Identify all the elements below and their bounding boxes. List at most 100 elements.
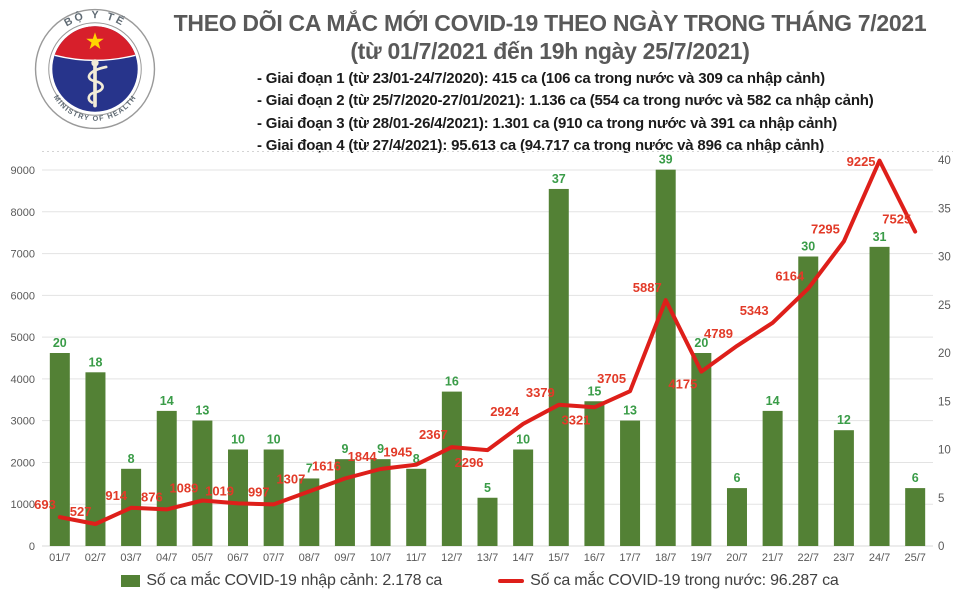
logo-star-icon	[86, 32, 104, 49]
legend-domestic-label: Số ca mắc COVID-19 trong nước: 96.287 ca	[530, 572, 839, 589]
bar-label: 9	[341, 442, 348, 456]
bar-label: 5	[484, 481, 491, 495]
x-axis-label: 07/7	[263, 552, 284, 564]
left-axis-label: 0	[29, 541, 35, 553]
x-axis-label: 15/7	[548, 552, 569, 564]
legend-bar-swatch-icon	[121, 575, 141, 587]
left-axis-label: 2000	[11, 457, 35, 469]
bar-label: 31	[873, 230, 887, 244]
bar-label: 18	[89, 355, 103, 369]
line-label: 527	[70, 504, 92, 519]
x-axis-label: 02/7	[85, 552, 106, 564]
bar-label: 13	[195, 404, 209, 418]
right-axis-label: 35	[938, 203, 951, 215]
left-axis-label: 3000	[11, 416, 35, 428]
left-axis-label: 6000	[11, 290, 35, 302]
line-label: 6164	[775, 268, 805, 283]
bar-label: 37	[552, 172, 566, 186]
right-axis-label: 40	[938, 155, 951, 167]
ministry-of-health-emblem-icon: BỘ Y TẾ MINISTRY OF HEALTH	[34, 8, 156, 130]
bar-12/7	[441, 391, 462, 546]
bar-label: 13	[623, 404, 637, 418]
bar-19/7	[691, 353, 712, 546]
bar-label: 14	[160, 394, 174, 408]
left-axis-label: 7000	[11, 249, 35, 261]
line-label: 7525	[882, 212, 911, 227]
x-axis-label: 24/7	[869, 552, 890, 564]
x-axis-label: 22/7	[798, 552, 819, 564]
bar-label: 15	[587, 384, 601, 398]
line-label: 1844	[348, 449, 378, 464]
left-axis-label: 8000	[11, 207, 35, 219]
x-axis-label: 21/7	[762, 552, 783, 564]
right-axis-label: 5	[938, 493, 944, 505]
line-label: 5343	[740, 303, 769, 318]
page-title: THEO DÕI CA MẮC MỚI COVID-19 THEO NGÀY T…	[173, 10, 927, 36]
phase-1-line: - Giai đoạn 1 (từ 23/01-24/7/2020): 415 …	[257, 70, 825, 87]
x-axis-label: 19/7	[691, 552, 712, 564]
legend-imported: Số ca mắc COVID-19 nhập cảnh: 2.178 ca	[121, 572, 442, 590]
bar-label: 20	[53, 336, 67, 350]
covid-daily-cases-chart: 0 1000 2000 3000 4000 5000 6000 7000 8000 9000 0 5 1…	[11, 151, 953, 564]
bar-25/7	[905, 488, 926, 546]
left-axis-label: 1000	[11, 499, 35, 511]
x-axis-label: 14/7	[512, 552, 533, 564]
left-axis-label: 4000	[11, 374, 35, 386]
bar-23/7	[833, 430, 854, 546]
line-label: 2367	[419, 427, 448, 442]
x-axis-label: 09/7	[334, 552, 355, 564]
x-axis-label: 06/7	[227, 552, 248, 564]
line-label: 2924	[490, 404, 520, 419]
bar-05/7	[192, 420, 213, 546]
line-label: 4175	[668, 377, 697, 392]
line-label: 4789	[704, 326, 733, 341]
line-label: 7295	[811, 221, 840, 236]
x-axis-label: 25/7	[904, 552, 925, 564]
bar-label: 39	[659, 153, 673, 167]
x-axis-label: 13/7	[477, 552, 498, 564]
bar-02/7	[85, 372, 106, 546]
bar-label: 6	[734, 471, 741, 485]
line-label: 3379	[526, 385, 555, 400]
bar-11/7	[406, 468, 427, 546]
line-label: 9225	[847, 154, 876, 169]
line-label: 1307	[276, 471, 305, 486]
logo-inner-ring	[48, 22, 142, 116]
right-axis-label: 0	[938, 541, 944, 553]
bar-label: 8	[128, 452, 135, 466]
line-label: 5887	[633, 280, 662, 295]
chart-legend: Số ca mắc COVID-19 nhập cảnh: 2.178 ca S…	[0, 567, 960, 595]
bar-label: 6	[912, 471, 919, 485]
bar-label: 9	[377, 442, 384, 456]
phase-4-line: - Giai đoạn 4 (từ 27/4/2021): 95.613 ca …	[257, 137, 825, 155]
bar-label: 7	[306, 461, 313, 475]
bar-06/7	[228, 449, 249, 546]
left-axis-label: 5000	[11, 332, 35, 344]
bar-label: 16	[445, 375, 459, 389]
bar-10/7	[370, 459, 391, 546]
line-label: 693	[34, 497, 56, 512]
page-subtitle: (từ 01/7/2021 đến 19h ngày 25/7/2021)	[350, 38, 750, 64]
bar-label: 14	[766, 394, 780, 408]
x-axis-label: 12/7	[441, 552, 462, 564]
legend-line-swatch-icon	[498, 579, 525, 583]
bar-15/7	[548, 188, 569, 546]
right-axis-label: 15	[938, 396, 951, 408]
bar-label: 12	[837, 413, 851, 427]
bar-20/7	[726, 488, 747, 546]
bar-18/7	[655, 169, 676, 546]
bar-01/7	[49, 353, 70, 546]
line-label: 3321	[561, 412, 590, 427]
left-axis-label: 9000	[11, 165, 35, 177]
line-label: 914	[105, 488, 127, 503]
legend-domestic: Số ca mắc COVID-19 trong nước: 96.287 ca	[498, 572, 839, 590]
x-axis-label: 03/7	[120, 552, 141, 564]
phase-2-line: - Giai đoạn 2 (từ 25/7/2020-27/01/2021):…	[257, 92, 874, 110]
phase-summary: - Giai đoạn 1 (từ 23/01-24/7/2020): 415 …	[257, 68, 874, 158]
line-label: 3705	[597, 371, 626, 386]
bar-label: 8	[413, 452, 420, 466]
line-label: 876	[141, 489, 163, 504]
x-axis-label: 04/7	[156, 552, 177, 564]
line-label: 1945	[383, 445, 412, 460]
line-label: 997	[248, 484, 270, 499]
